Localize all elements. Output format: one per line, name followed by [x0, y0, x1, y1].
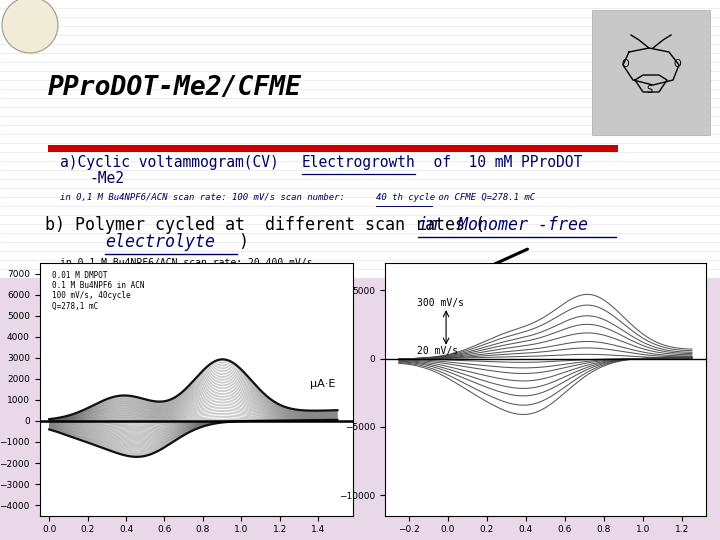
Text: O: O	[673, 59, 680, 69]
Text: 40 th cycle: 40 th cycle	[376, 193, 435, 202]
Text: 300 mV/s: 300 mV/s	[418, 298, 464, 308]
Text: of  10 mM PProDOT: of 10 mM PProDOT	[416, 155, 582, 170]
FancyBboxPatch shape	[0, 278, 720, 540]
Text: -Me2: -Me2	[90, 171, 125, 186]
Text: ): )	[238, 233, 248, 251]
Text: 20 mV/s: 20 mV/s	[418, 346, 459, 356]
Text: in 0,1 M Bu4NPF6/ACN scan rate: 100 mV/s scan number:: in 0,1 M Bu4NPF6/ACN scan rate: 100 mV/s…	[60, 193, 350, 202]
FancyBboxPatch shape	[0, 0, 720, 278]
FancyBboxPatch shape	[48, 145, 618, 152]
Y-axis label: μA·E: μA·E	[310, 379, 336, 389]
Text: O: O	[621, 59, 629, 69]
FancyBboxPatch shape	[592, 10, 710, 135]
Text: PProDOT-Me2/CFME: PProDOT-Me2/CFME	[48, 75, 302, 101]
Text: S: S	[646, 85, 652, 95]
Text: electrolyte: electrolyte	[105, 233, 215, 251]
Text: b) Polymer cycled at  different scan rates (: b) Polymer cycled at different scan rate…	[45, 216, 485, 234]
Text: a)Cyclic voltammogram(CV): a)Cyclic voltammogram(CV)	[60, 155, 287, 170]
Text: in 0,1 M Bu4NPF6/ACN scan rate: 20-400 mV/s.: in 0,1 M Bu4NPF6/ACN scan rate: 20-400 m…	[60, 258, 318, 268]
Text: 0.01 M DMPOT
0.1 M Bu4NPF6 in ACN
100 mV/s, 40cycle
Q=278,1 mC: 0.01 M DMPOT 0.1 M Bu4NPF6 in ACN 100 mV…	[52, 271, 145, 310]
Circle shape	[2, 0, 58, 53]
Text: in  Monomer -free: in Monomer -free	[418, 216, 588, 234]
Text: on CFME Q=278.1 mC: on CFME Q=278.1 mC	[433, 193, 535, 202]
Text: Electrogrowth: Electrogrowth	[302, 155, 415, 170]
